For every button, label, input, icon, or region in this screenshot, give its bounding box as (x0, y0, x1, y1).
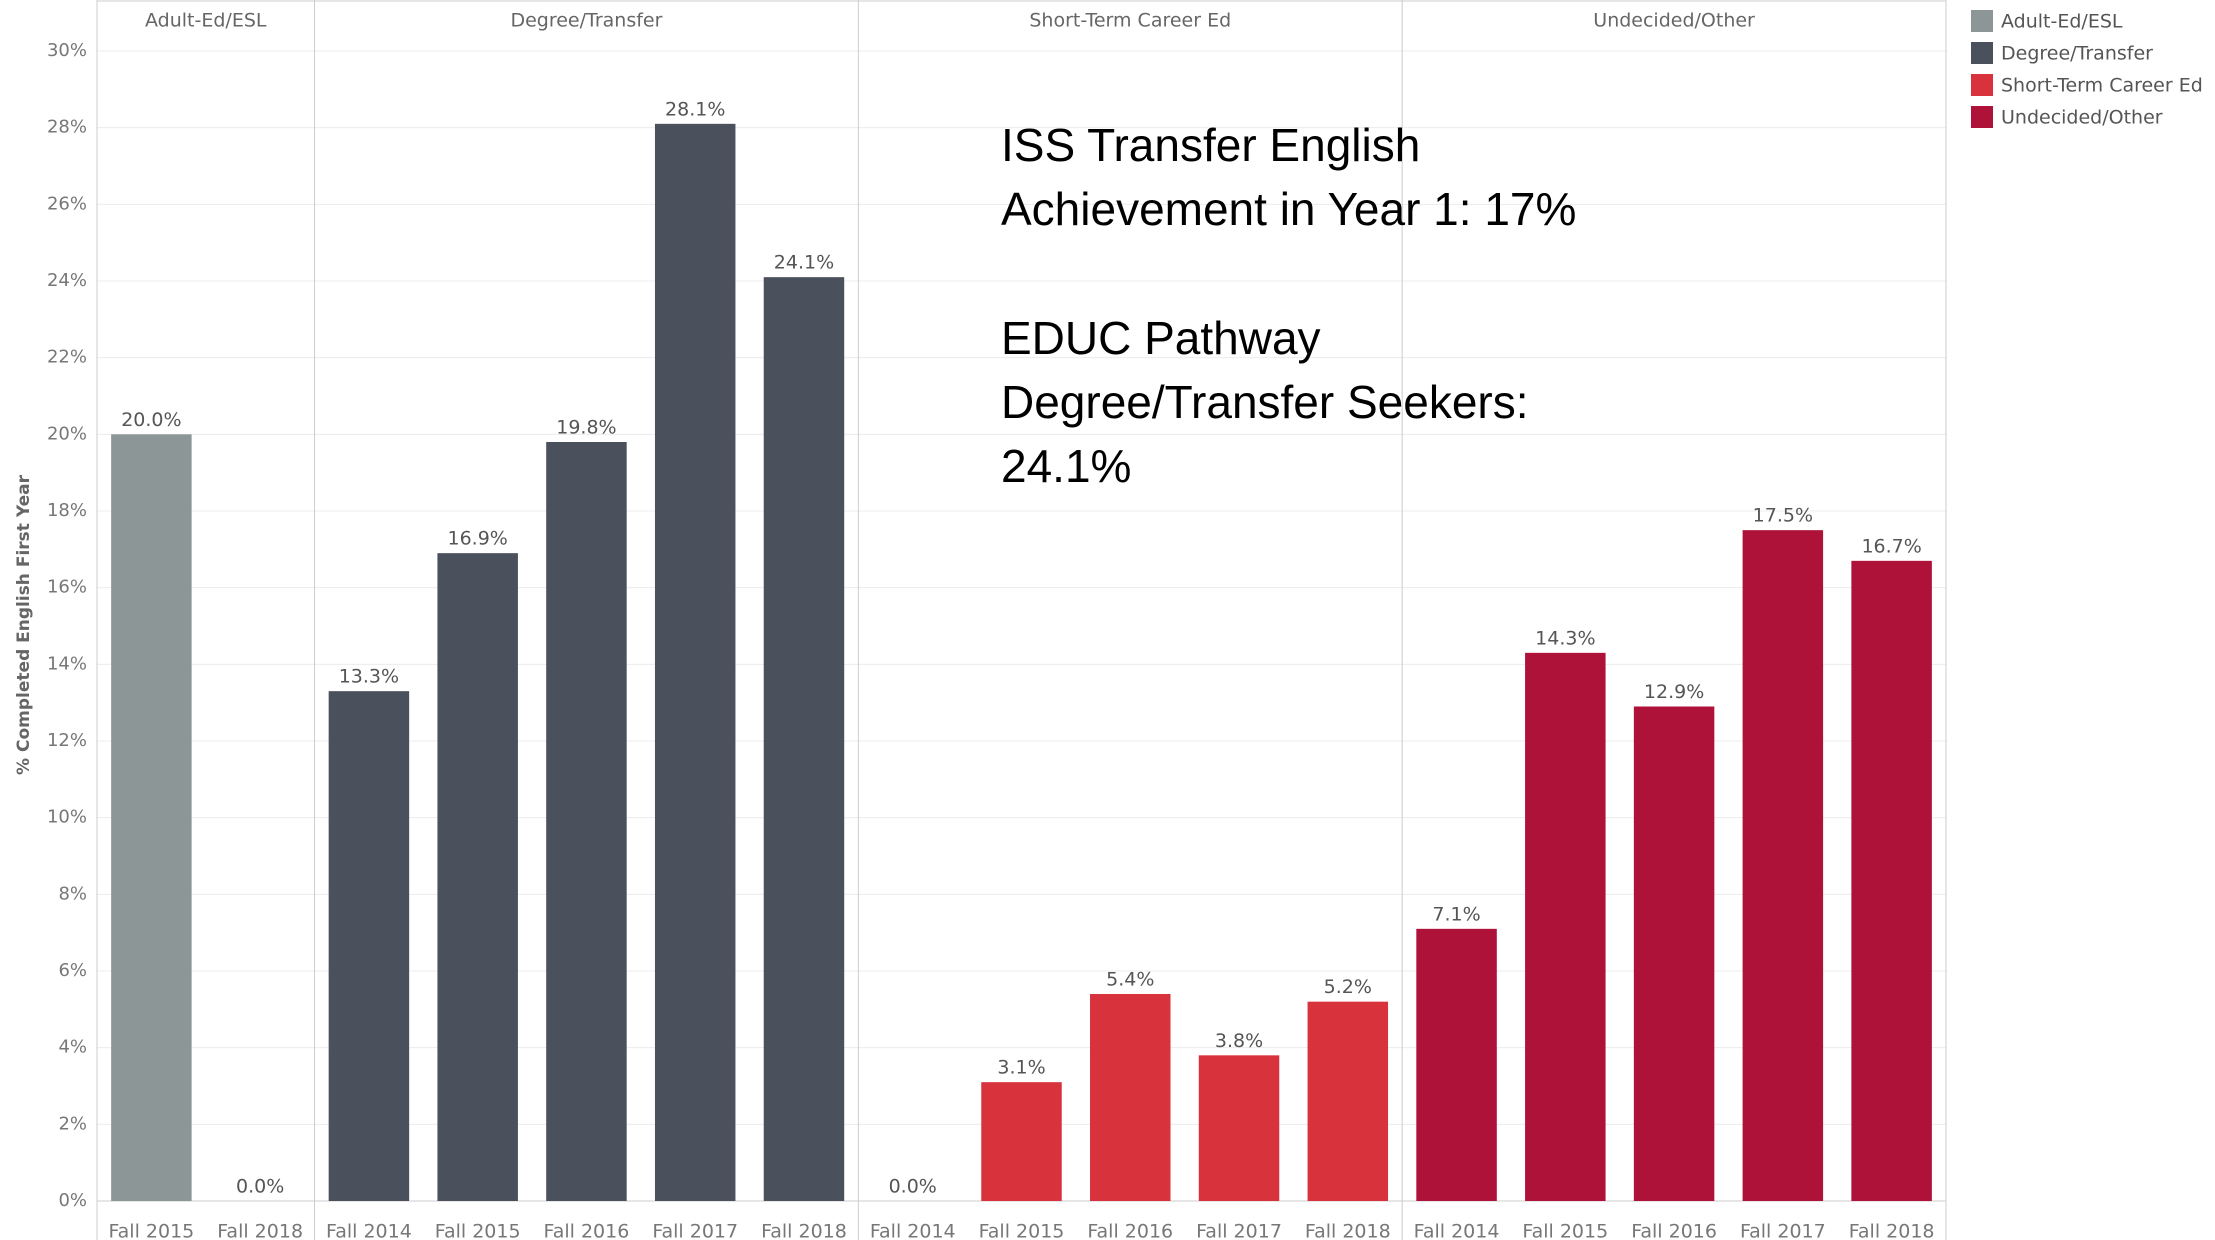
annotation: ISS Transfer English (1001, 119, 1420, 171)
y-tick-label: 6% (58, 960, 87, 981)
x-tick-label: Fall 2016 (1631, 1221, 1717, 1240)
annotation: Achievement in Year 1: 17% (1001, 183, 1576, 235)
y-axis-label: % Completed English First Year (14, 474, 34, 775)
bar (1525, 652, 1606, 1201)
bar (1090, 994, 1171, 1201)
x-tick-label: Fall 2016 (544, 1221, 630, 1240)
legend-swatch (1971, 10, 1993, 32)
x-tick-label: Fall 2014 (326, 1221, 412, 1240)
x-tick-label: Fall 2014 (1414, 1221, 1500, 1240)
legend-label: Degree/Transfer (2001, 43, 2153, 65)
x-tick-label: Fall 2015 (1522, 1221, 1608, 1240)
bar (437, 553, 518, 1201)
legend-label: Undecided/Other (2001, 107, 2163, 129)
bar (1416, 928, 1497, 1201)
panel-header: Short-Term Career Ed (1029, 10, 1231, 32)
bar (1633, 706, 1715, 1201)
annotation: EDUC Pathway (1001, 312, 1321, 364)
value-label: 5.2% (1324, 976, 1372, 998)
x-tick-label: Fall 2018 (217, 1221, 303, 1240)
bar (763, 277, 845, 1202)
value-label: 16.9% (447, 528, 507, 550)
value-label: 14.3% (1535, 627, 1595, 649)
value-label: 16.7% (1861, 535, 1921, 557)
y-tick-label: 2% (58, 1113, 87, 1134)
y-tick-label: 28% (47, 117, 87, 138)
value-label: 24.1% (774, 252, 834, 274)
bar (654, 123, 736, 1201)
y-tick-label: 0% (58, 1190, 87, 1211)
bar (1851, 560, 1932, 1201)
x-tick-label: Fall 2015 (435, 1221, 521, 1240)
legend-label: Short-Term Career Ed (2001, 75, 2203, 97)
value-label: 5.4% (1106, 969, 1154, 991)
bar (981, 1082, 1062, 1201)
value-label: 3.1% (997, 1057, 1045, 1079)
bar (111, 434, 192, 1201)
x-tick-label: Fall 2017 (1740, 1221, 1826, 1240)
y-tick-label: 10% (47, 807, 87, 828)
annotation: 24.1% (1001, 440, 1131, 492)
y-tick-label: 4% (58, 1037, 87, 1058)
y-tick-label: 16% (47, 577, 87, 598)
panel-header: Undecided/Other (1593, 10, 1755, 32)
value-label: 12.9% (1644, 681, 1704, 703)
y-tick-label: 22% (47, 347, 87, 368)
x-tick-label: Fall 2014 (870, 1221, 956, 1240)
x-tick-label: Fall 2017 (652, 1221, 738, 1240)
x-tick-label: Fall 2018 (1305, 1221, 1391, 1240)
bar (546, 442, 627, 1201)
value-label: 17.5% (1753, 505, 1813, 527)
bar (328, 691, 410, 1201)
x-tick-label: Fall 2018 (761, 1221, 847, 1240)
value-label: 7.1% (1432, 903, 1480, 925)
legend-swatch (1971, 74, 1993, 96)
legend-label: Adult-Ed/ESL (2001, 11, 2123, 33)
annotation: Degree/Transfer Seekers: (1001, 376, 1529, 428)
value-label: 13.3% (339, 666, 399, 688)
y-tick-label: 26% (47, 193, 87, 214)
y-tick-label: 20% (47, 423, 87, 444)
y-tick-label: 24% (47, 270, 87, 291)
panel-header: Adult-Ed/ESL (145, 10, 267, 32)
x-tick-label: Fall 2017 (1196, 1221, 1282, 1240)
y-tick-label: 12% (47, 730, 87, 751)
y-tick-label: 14% (47, 653, 87, 674)
panel-header: Degree/Transfer (510, 10, 662, 32)
bar (1307, 1001, 1389, 1201)
legend-swatch (1971, 42, 1993, 64)
legend-swatch (1971, 106, 1993, 128)
x-tick-label: Fall 2015 (108, 1221, 194, 1240)
bar (1198, 1055, 1280, 1201)
bar (1742, 530, 1824, 1201)
x-tick-label: Fall 2016 (1087, 1221, 1173, 1240)
value-label: 0.0% (889, 1176, 937, 1198)
x-tick-label: Fall 2015 (979, 1221, 1065, 1240)
y-tick-label: 18% (47, 500, 87, 521)
x-tick-label: Fall 2018 (1849, 1221, 1935, 1240)
value-label: 28.1% (665, 98, 725, 120)
y-tick-label: 8% (58, 883, 87, 904)
value-label: 20.0% (121, 409, 181, 431)
value-label: 19.8% (556, 417, 616, 439)
value-label: 3.8% (1215, 1030, 1263, 1052)
value-label: 0.0% (236, 1176, 284, 1198)
y-tick-label: 30% (47, 40, 87, 61)
